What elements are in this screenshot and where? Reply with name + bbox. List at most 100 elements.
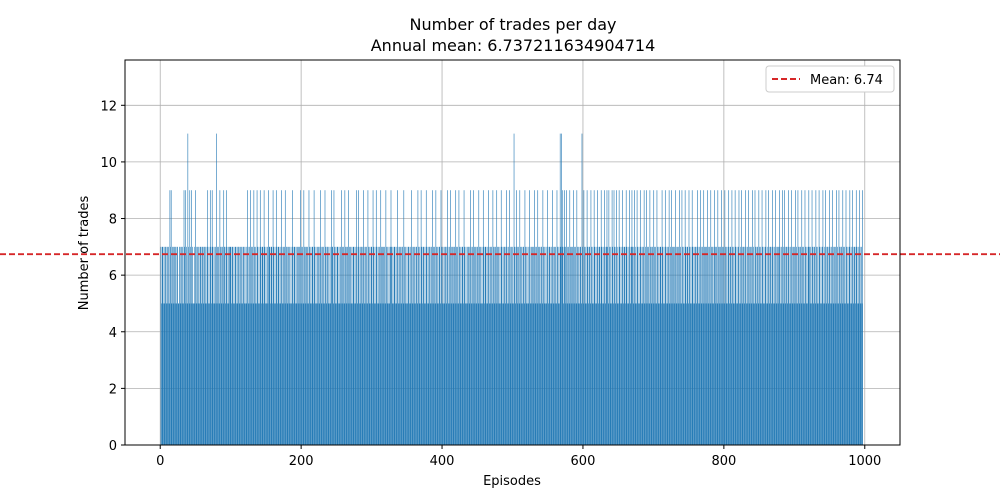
bar	[732, 246, 733, 445]
bar	[611, 303, 612, 445]
bar	[308, 303, 309, 445]
bar	[615, 246, 617, 445]
bar	[233, 246, 235, 445]
bar	[711, 303, 713, 445]
bar	[412, 303, 414, 445]
bar	[750, 303, 752, 445]
bar	[846, 246, 847, 445]
bar	[606, 246, 607, 445]
bar	[380, 190, 382, 445]
bar	[343, 246, 344, 445]
bar	[622, 246, 624, 445]
bar	[683, 246, 685, 445]
bar	[575, 303, 577, 445]
bar	[783, 303, 785, 445]
bar	[352, 246, 354, 445]
bar	[410, 303, 412, 445]
bar	[200, 246, 201, 445]
bar	[247, 190, 248, 445]
bar	[257, 246, 258, 445]
bar	[849, 190, 851, 445]
bar	[356, 190, 357, 445]
bar	[362, 303, 364, 445]
bar	[377, 246, 379, 445]
bar	[530, 303, 532, 445]
bar	[269, 246, 271, 445]
bar	[420, 190, 422, 445]
bar	[233, 303, 234, 445]
bar	[331, 246, 333, 445]
bar	[431, 246, 432, 445]
bar	[547, 246, 549, 445]
bar	[239, 303, 241, 445]
bar	[250, 190, 251, 445]
bar	[607, 303, 609, 445]
bar	[850, 246, 852, 445]
bar	[197, 303, 199, 445]
bar	[551, 303, 553, 445]
bar	[354, 246, 356, 445]
bar	[597, 190, 598, 445]
bar	[506, 190, 507, 445]
bar	[726, 246, 728, 445]
bar	[593, 303, 594, 445]
bar	[425, 190, 427, 445]
bar	[234, 303, 235, 445]
bar	[482, 190, 484, 445]
bar	[780, 246, 782, 445]
bar	[531, 246, 532, 445]
bar	[369, 246, 371, 445]
bar	[561, 246, 563, 445]
bar	[728, 190, 730, 445]
bar	[732, 303, 734, 445]
bar	[321, 303, 323, 445]
bar	[247, 246, 249, 445]
bar	[209, 190, 211, 445]
legend-label: Mean: 6.74	[810, 73, 883, 88]
bar	[286, 246, 288, 445]
bar	[496, 190, 498, 445]
bar	[449, 303, 451, 445]
bar	[673, 246, 675, 445]
bar	[793, 303, 795, 445]
bar	[332, 246, 333, 445]
bar	[211, 190, 213, 445]
bar	[442, 246, 444, 445]
bar	[618, 190, 620, 445]
bar	[374, 246, 376, 445]
bar	[270, 246, 272, 445]
bar	[397, 190, 398, 445]
x-tick-label: 0	[156, 454, 164, 469]
bar	[165, 246, 167, 445]
bar	[183, 190, 185, 445]
bar	[368, 303, 370, 445]
bar	[592, 246, 594, 445]
bar	[434, 303, 436, 445]
bar	[279, 246, 281, 445]
bar	[671, 190, 672, 445]
bar	[487, 303, 489, 445]
bar	[461, 246, 463, 445]
bar	[394, 246, 396, 445]
bar	[228, 303, 230, 445]
bar	[201, 246, 203, 445]
bar	[848, 303, 849, 445]
bar	[318, 246, 319, 445]
bar	[213, 303, 214, 445]
bar	[418, 246, 419, 445]
bar	[427, 303, 428, 445]
bar	[772, 246, 774, 445]
bar	[768, 246, 770, 445]
bar	[217, 246, 218, 445]
bar	[466, 246, 468, 445]
bar	[266, 303, 267, 445]
bar	[163, 303, 164, 445]
bar	[600, 303, 601, 445]
bar	[723, 246, 724, 445]
bar	[547, 190, 548, 445]
bar	[490, 303, 492, 445]
bar	[641, 303, 642, 445]
bar	[300, 246, 302, 445]
bar	[428, 303, 430, 445]
bar	[584, 246, 585, 445]
